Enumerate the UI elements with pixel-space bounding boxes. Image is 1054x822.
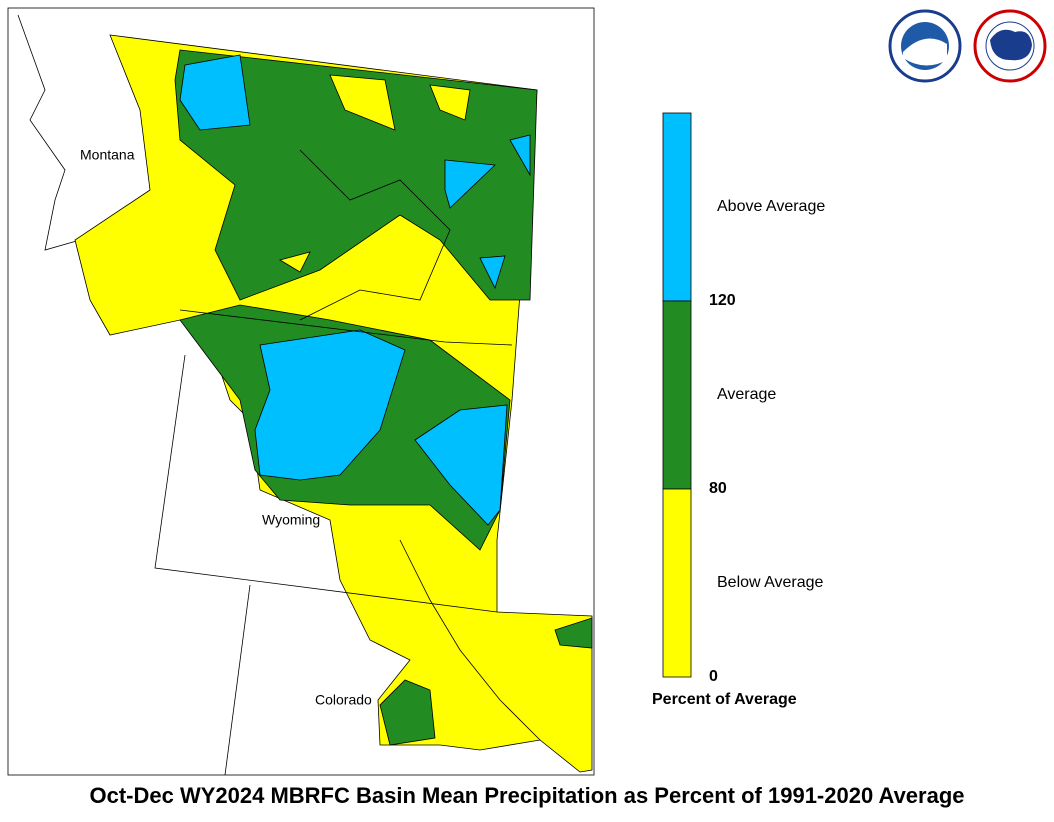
basin-below xyxy=(429,84,471,121)
legend-label: Average xyxy=(717,386,776,403)
legend-swatch xyxy=(662,488,692,678)
basin-below xyxy=(278,251,311,273)
legend: Percent of Average Above Average Average B… xyxy=(652,112,825,708)
legend-tick: 80 xyxy=(709,480,727,497)
map: Montana Wyoming Colorado xyxy=(7,7,595,776)
legend-swatch xyxy=(662,112,692,302)
basin-above xyxy=(479,255,506,290)
state-border xyxy=(154,354,498,613)
legend-label: Below Average xyxy=(717,574,824,591)
state-label: Wyoming xyxy=(262,512,320,528)
legend-tick: 120 xyxy=(709,292,736,309)
basin-average xyxy=(554,617,593,649)
state-label: Colorado xyxy=(315,692,372,708)
map-title: Oct-Dec WY2024 MBRFC Basin Mean Precipit… xyxy=(89,783,964,808)
state-border xyxy=(179,309,513,346)
basin-above xyxy=(254,329,406,481)
legend-tick: 0 xyxy=(709,668,718,685)
basin-average xyxy=(379,679,436,746)
basin-line xyxy=(299,149,451,321)
state-border xyxy=(224,584,251,776)
legend-label: Above Average xyxy=(717,198,825,215)
state-border xyxy=(17,14,81,251)
basin-above xyxy=(509,134,531,177)
legend-axis-label: Percent of Average xyxy=(652,691,797,708)
basin-above xyxy=(179,54,251,131)
basin-below xyxy=(329,74,396,131)
basin-above xyxy=(444,159,496,209)
nws-logo xyxy=(990,29,1032,61)
state-label: Montana xyxy=(80,147,135,163)
legend-swatch xyxy=(662,300,692,490)
noaa-logo xyxy=(903,38,947,66)
basin-line xyxy=(399,539,541,741)
basin-above xyxy=(414,404,508,526)
logos xyxy=(888,9,1047,83)
